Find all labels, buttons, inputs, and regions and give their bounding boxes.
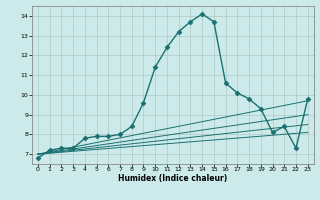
X-axis label: Humidex (Indice chaleur): Humidex (Indice chaleur) <box>118 174 228 183</box>
